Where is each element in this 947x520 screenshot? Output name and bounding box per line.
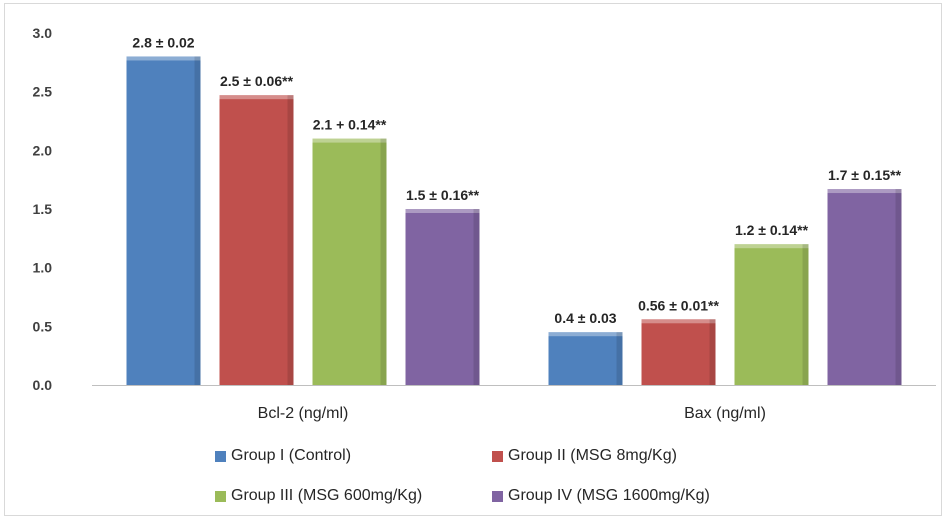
y-tick-label: 0.5 <box>33 318 53 334</box>
legend-label: Group IV (MSG 1600mg/Kg) <box>508 487 710 504</box>
legend-label: Group III (MSG 600mg/Kg) <box>231 487 423 504</box>
bar-fill <box>405 209 480 385</box>
legend-label: Group I (Control) <box>231 447 352 464</box>
bar <box>641 319 716 385</box>
bar-shade <box>616 332 623 385</box>
bar-shade <box>709 319 716 385</box>
data-label: 2.5 ± 0.06** <box>220 73 294 89</box>
bar-shade <box>287 95 294 385</box>
bar <box>827 189 902 385</box>
legend-item-group-1: Group I (Control) <box>215 447 351 465</box>
legend-label: Group II (MSG 8mg/Kg) <box>508 447 677 464</box>
data-label: 1.7 ± 0.15** <box>828 167 902 183</box>
bar-highlight <box>641 319 716 324</box>
bar <box>548 332 623 385</box>
data-label: 1.5 ± 0.16** <box>406 187 480 203</box>
legend-swatch <box>215 450 226 462</box>
bar <box>734 244 809 385</box>
bar-highlight <box>548 332 623 337</box>
bar-fill <box>827 189 902 385</box>
data-label: 0.56 ± 0.01** <box>638 297 719 313</box>
data-label: 2.1 + 0.14** <box>313 117 387 133</box>
legend-item-group-3: Group III (MSG 600mg/Kg) <box>215 487 422 505</box>
legend-swatch <box>492 450 503 462</box>
x-category-label: Bcl-2 (ng/ml) <box>258 405 349 422</box>
bar-highlight <box>405 209 480 213</box>
bar-shade <box>473 209 480 385</box>
bar-fill <box>126 56 201 385</box>
bar-fill <box>641 319 716 385</box>
legend-swatch <box>215 490 226 502</box>
legend-swatch <box>492 490 503 502</box>
bar-highlight <box>734 244 809 249</box>
bar-shade <box>380 138 387 385</box>
data-label: 2.8 ± 0.02 <box>132 34 194 50</box>
bar-highlight <box>126 56 201 61</box>
bar-fill <box>734 244 809 385</box>
bar-fill <box>312 138 387 385</box>
y-tick-label: 2.5 <box>33 84 53 100</box>
y-tick-label: 0.0 <box>33 377 53 393</box>
y-tick-label: 1.0 <box>33 260 53 276</box>
data-labels: 2.8 ± 0.02 2.5 ± 0.06** 2.1 + 0.14** 1.5 ± … <box>132 34 901 326</box>
bar <box>126 56 201 385</box>
bar <box>219 95 294 385</box>
bar-highlight <box>827 189 902 194</box>
x-category-label: Bax (ng/ml) <box>684 405 766 422</box>
y-tick-label: 3.0 <box>33 25 53 41</box>
bar-shade <box>895 189 902 385</box>
data-label: 0.4 ± 0.03 <box>554 310 616 326</box>
bar-shade <box>802 244 809 385</box>
bar-fill <box>219 95 294 385</box>
bars <box>126 56 902 385</box>
legend-item-group-2: Group II (MSG 8mg/Kg) <box>492 447 677 465</box>
bar-highlight <box>312 138 387 143</box>
x-axis: Bcl-2 (ng/ml) Bax (ng/ml) <box>92 385 936 422</box>
bar-shade <box>194 56 201 385</box>
y-tick-label: 1.5 <box>33 201 53 217</box>
bar-fill <box>548 332 623 385</box>
bar <box>312 138 387 385</box>
bar-highlight <box>219 95 294 100</box>
bar <box>405 209 480 385</box>
y-axis: 0.0 0.5 1.0 1.5 2.0 2.5 3.0 <box>33 25 53 393</box>
data-label: 1.2 ± 0.14** <box>735 222 809 238</box>
y-tick-label: 2.0 <box>33 142 53 158</box>
legend-item-group-4: Group IV (MSG 1600mg/Kg) <box>492 487 710 505</box>
